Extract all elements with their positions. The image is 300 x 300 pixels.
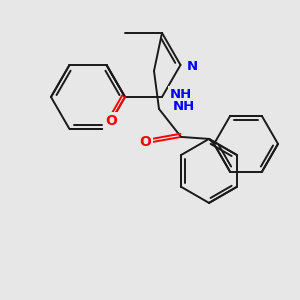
Text: NH: NH xyxy=(173,100,195,113)
Text: NH: NH xyxy=(170,88,192,100)
Text: O: O xyxy=(105,114,117,128)
Text: N: N xyxy=(187,61,198,74)
Text: O: O xyxy=(139,135,151,149)
